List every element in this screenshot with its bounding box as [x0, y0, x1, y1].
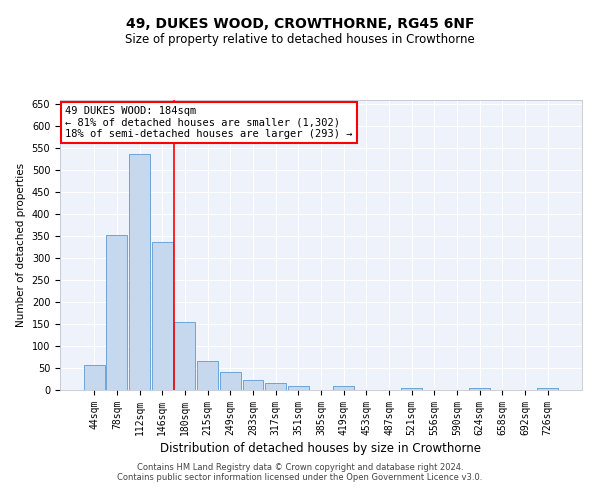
Bar [333, 386, 354, 390]
Bar [265, 382, 286, 390]
Text: 49 DUKES WOOD: 184sqm
← 81% of detached houses are smaller (1,302)
18% of semi-d: 49 DUKES WOOD: 184sqm ← 81% of detached … [65, 106, 353, 139]
Bar [175, 322, 196, 390]
Bar [106, 235, 127, 390]
X-axis label: Distribution of detached houses by size in Crowthorne: Distribution of detached houses by size … [161, 442, 482, 455]
Bar [129, 154, 150, 390]
Bar [401, 388, 422, 390]
Bar [84, 365, 104, 390]
Bar [288, 386, 309, 390]
Y-axis label: Number of detached properties: Number of detached properties [16, 163, 26, 327]
Text: Contains public sector information licensed under the Open Government Licence v3: Contains public sector information licen… [118, 474, 482, 482]
Bar [538, 388, 558, 390]
Bar [469, 388, 490, 390]
Bar [197, 360, 218, 390]
Text: Contains HM Land Registry data © Crown copyright and database right 2024.: Contains HM Land Registry data © Crown c… [137, 464, 463, 472]
Bar [242, 380, 263, 390]
Text: Size of property relative to detached houses in Crowthorne: Size of property relative to detached ho… [125, 32, 475, 46]
Bar [220, 372, 241, 390]
Text: 49, DUKES WOOD, CROWTHORNE, RG45 6NF: 49, DUKES WOOD, CROWTHORNE, RG45 6NF [126, 18, 474, 32]
Bar [152, 242, 173, 390]
